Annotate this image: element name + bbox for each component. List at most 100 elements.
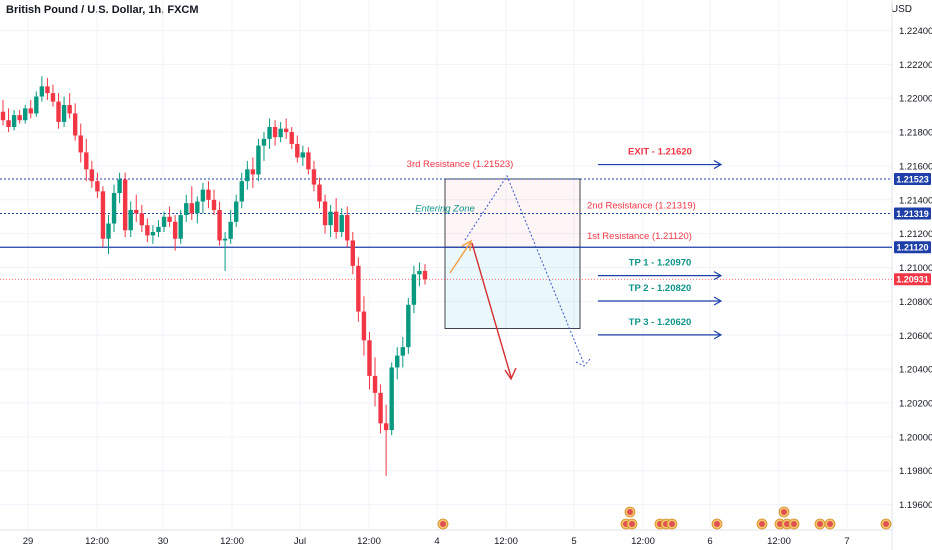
- candle-body: [156, 226, 161, 232]
- currency-label: USD: [890, 4, 912, 15]
- candle: [28, 99, 33, 119]
- event-flag-icon: [778, 506, 790, 518]
- projection-arrowhead: [575, 358, 591, 367]
- candle-body: [406, 304, 411, 348]
- candle-body: [378, 392, 383, 424]
- price-badge-bg: [894, 172, 931, 185]
- candle-body: [78, 135, 83, 153]
- candle: [372, 357, 378, 407]
- candle: [417, 262, 422, 287]
- time-tick-label: 7: [844, 536, 849, 547]
- candle-body: [345, 215, 350, 241]
- candle-body: [139, 213, 145, 226]
- candle: [134, 194, 139, 222]
- candle-body: [23, 108, 28, 121]
- candle: [50, 84, 56, 107]
- candle: [267, 118, 272, 150]
- price-tick-label: 1.21800: [899, 128, 932, 139]
- candle-body: [0, 111, 6, 121]
- candle: [67, 93, 72, 119]
- candle: [189, 186, 194, 221]
- candle-body: [228, 221, 233, 239]
- price-badge: 1.21319: [894, 207, 931, 220]
- candle-body: [6, 120, 11, 127]
- candle-body: [17, 115, 22, 121]
- candle: [239, 172, 244, 209]
- price-tick-label: 1.21000: [899, 263, 932, 274]
- time-tick-label: 12:00: [220, 536, 244, 547]
- candle-body: [72, 113, 78, 136]
- candle-body: [56, 101, 61, 122]
- candle-body: [84, 152, 89, 170]
- candle-body: [417, 270, 422, 275]
- candle-body: [322, 201, 328, 226]
- candle-body: [206, 189, 211, 200]
- candle: [145, 218, 150, 243]
- candle-body: [111, 193, 117, 224]
- time-tick-label: 5: [571, 536, 576, 547]
- target-arrowhead: [713, 296, 723, 306]
- candle-body: [39, 86, 45, 97]
- price-tick-label: 1.22400: [899, 26, 932, 37]
- price-tick-label: 1.21600: [899, 161, 932, 172]
- event-flag-icon: [788, 518, 800, 530]
- price-badge-text: 1.21523: [896, 174, 929, 184]
- candle: [167, 206, 172, 227]
- event-icon-core: [781, 509, 787, 515]
- projection-path: [464, 174, 585, 365]
- event-icon-core: [791, 521, 797, 527]
- candle-body: [333, 211, 339, 232]
- candle: [206, 181, 211, 209]
- price-badge-text: 1.21120: [896, 243, 928, 253]
- candle: [406, 298, 411, 354]
- price-tick-label: 1.22000: [899, 94, 932, 105]
- candle-body: [189, 203, 194, 214]
- candle-body: [100, 191, 106, 239]
- candle-body: [34, 96, 39, 114]
- candle-body: [339, 215, 344, 232]
- symbol-title: British Pound / U.S. Dollar, 1h, FXCM: [6, 4, 199, 16]
- candle-body: [256, 145, 261, 175]
- target-label: EXIT - 1.21620: [628, 147, 692, 158]
- event-icon-core: [784, 521, 790, 527]
- price-badge: 1.20931: [894, 273, 931, 286]
- time-tick-label: 12:00: [357, 536, 381, 547]
- candle: [283, 118, 289, 139]
- candle: [306, 147, 311, 175]
- candle: [256, 138, 261, 182]
- candle-body: [300, 152, 306, 158]
- price-badge-text: 1.20931: [896, 275, 929, 285]
- candle-body: [89, 169, 95, 182]
- candle: [395, 347, 400, 380]
- candle-body: [178, 215, 183, 239]
- candle: [95, 172, 100, 199]
- candle: [339, 208, 344, 238]
- candle: [328, 204, 333, 238]
- candle: [422, 264, 428, 285]
- price-badge: 1.21523: [894, 172, 931, 185]
- candle-body: [372, 375, 378, 393]
- candle: [117, 172, 122, 204]
- candle: [161, 211, 167, 232]
- price-tick-label: 1.20200: [899, 399, 932, 410]
- event-icon-core: [627, 509, 633, 515]
- candle-body: [28, 108, 33, 114]
- candle: [228, 209, 233, 244]
- entering-zone-label: Entering Zone: [415, 204, 475, 215]
- candle: [361, 296, 367, 356]
- candle-body: [311, 169, 317, 185]
- resistance-label: 1st Resistance (1.21120): [587, 231, 692, 242]
- candle-body: [184, 203, 189, 216]
- target-label: TP 2 - 1.20820: [629, 283, 692, 294]
- candle: [300, 145, 306, 166]
- candle: [211, 189, 217, 216]
- event-flag-icon: [711, 518, 723, 530]
- candle-body: [361, 311, 367, 341]
- candle: [172, 215, 178, 251]
- price-badge-text: 1.21319: [896, 209, 929, 219]
- candle: [6, 108, 11, 133]
- candle: [411, 265, 417, 314]
- candle: [400, 336, 405, 368]
- time-tick-label: 29: [23, 536, 34, 547]
